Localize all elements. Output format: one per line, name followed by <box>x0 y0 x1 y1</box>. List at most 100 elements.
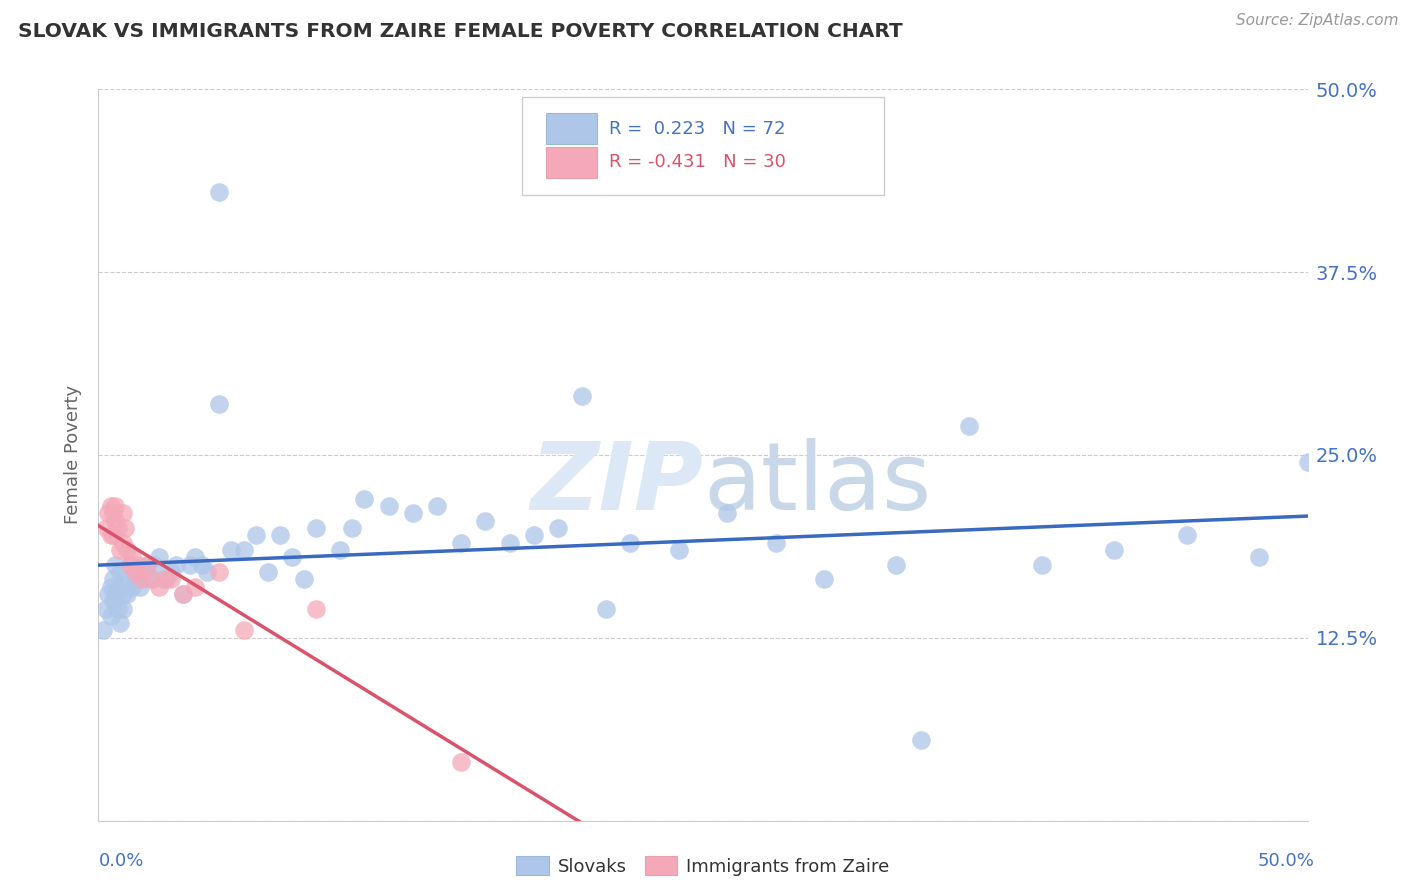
Point <box>232 543 254 558</box>
Point <box>342 521 364 535</box>
Point <box>195 565 218 579</box>
Point <box>128 580 150 594</box>
Point <box>131 572 153 586</box>
Point <box>124 572 146 586</box>
Point <box>104 499 127 513</box>
Point <box>121 550 143 565</box>
Point <box>245 528 267 542</box>
Point <box>141 572 163 586</box>
Point <box>100 528 122 542</box>
Point <box>165 558 187 572</box>
Point <box>957 418 980 433</box>
Legend: Slovaks, Immigrants from Zaire: Slovaks, Immigrants from Zaire <box>509 849 897 883</box>
Point <box>208 185 231 199</box>
Point <box>450 755 472 769</box>
FancyBboxPatch shape <box>522 96 884 195</box>
Point <box>292 572 315 586</box>
Point <box>143 558 166 572</box>
Point <box>716 507 738 521</box>
Point <box>232 624 254 638</box>
Point <box>910 733 932 747</box>
Point <box>353 491 375 506</box>
Point <box>498 535 520 549</box>
Point <box>107 521 129 535</box>
Point <box>256 565 278 579</box>
Point <box>117 543 139 558</box>
Point <box>148 580 170 594</box>
Point <box>426 499 449 513</box>
Point <box>101 528 124 542</box>
Point <box>450 535 472 549</box>
Point <box>97 507 120 521</box>
Point <box>1296 455 1319 469</box>
Point <box>94 521 117 535</box>
Point <box>100 499 122 513</box>
Point <box>94 601 117 615</box>
Point <box>160 565 183 579</box>
Point <box>97 587 120 601</box>
Point <box>1031 558 1053 572</box>
Point <box>305 601 328 615</box>
Text: SLOVAK VS IMMIGRANTS FROM ZAIRE FEMALE POVERTY CORRELATION CHART: SLOVAK VS IMMIGRANTS FROM ZAIRE FEMALE P… <box>18 22 903 41</box>
Point <box>100 580 122 594</box>
Point <box>1102 543 1125 558</box>
Point <box>111 535 134 549</box>
Point <box>179 558 201 572</box>
Text: Source: ZipAtlas.com: Source: ZipAtlas.com <box>1236 13 1399 29</box>
Point <box>101 507 124 521</box>
Point <box>111 587 134 601</box>
Text: ZIP: ZIP <box>530 438 703 530</box>
Text: 0.0%: 0.0% <box>98 852 143 870</box>
FancyBboxPatch shape <box>546 113 596 144</box>
Point <box>101 572 124 586</box>
Point <box>118 558 141 572</box>
Point <box>108 565 131 579</box>
Point <box>111 601 134 615</box>
Point <box>221 543 243 558</box>
Point <box>114 572 136 586</box>
Text: R =  0.223   N = 72: R = 0.223 N = 72 <box>609 120 785 137</box>
Point <box>152 572 174 586</box>
Point <box>619 535 641 549</box>
Point <box>134 565 156 579</box>
Point <box>377 499 399 513</box>
Point <box>595 601 617 615</box>
Text: R = -0.431   N = 30: R = -0.431 N = 30 <box>609 153 786 171</box>
Point <box>184 580 207 594</box>
Point <box>402 507 425 521</box>
Point <box>547 521 569 535</box>
Point <box>523 528 546 542</box>
Point <box>104 587 127 601</box>
Point <box>108 616 131 631</box>
Point <box>208 565 231 579</box>
Point <box>141 572 163 586</box>
Point <box>127 558 149 572</box>
Point <box>117 587 139 601</box>
Point <box>104 514 127 528</box>
Point <box>114 521 136 535</box>
Point <box>281 550 304 565</box>
Point <box>208 397 231 411</box>
Point <box>107 601 129 615</box>
Point <box>127 565 149 579</box>
Point <box>131 572 153 586</box>
Point <box>124 565 146 579</box>
Point <box>184 550 207 565</box>
Y-axis label: Female Poverty: Female Poverty <box>65 385 83 524</box>
Text: 50.0%: 50.0% <box>1258 852 1315 870</box>
Point <box>111 507 134 521</box>
Point <box>813 572 835 586</box>
Point <box>160 572 183 586</box>
Point <box>148 550 170 565</box>
Point <box>1175 528 1198 542</box>
Point <box>474 514 496 528</box>
Point <box>155 572 177 586</box>
Point <box>571 389 593 403</box>
Point <box>91 624 114 638</box>
Point <box>886 558 908 572</box>
Point <box>121 580 143 594</box>
Point <box>172 587 194 601</box>
Point <box>108 543 131 558</box>
Point <box>101 594 124 608</box>
Text: atlas: atlas <box>703 438 931 530</box>
